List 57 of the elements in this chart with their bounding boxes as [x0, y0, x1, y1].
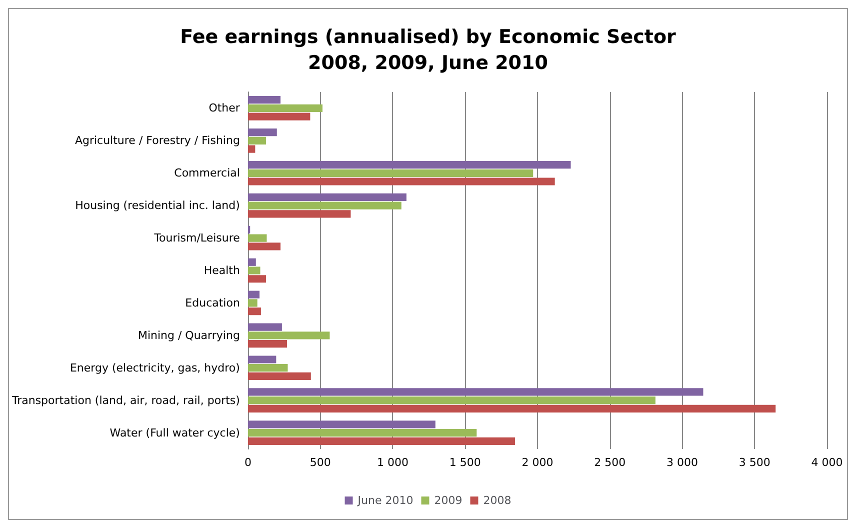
bar — [248, 340, 288, 348]
x-tick-label: 500 — [310, 456, 331, 469]
bar — [248, 364, 288, 372]
bar — [248, 396, 656, 404]
bar — [248, 299, 258, 307]
x-tick-label: 1 000 — [376, 456, 408, 469]
legend-label: June 2010 — [356, 494, 414, 507]
y-tick-label: Agriculture / Forestry / Fishing — [74, 134, 240, 148]
bar — [248, 332, 330, 340]
bar — [248, 169, 534, 177]
bar — [248, 234, 267, 242]
x-tick-label: 1 500 — [449, 456, 481, 469]
x-tick-label: 0 — [244, 456, 252, 469]
bar — [248, 372, 311, 380]
bar — [248, 193, 406, 202]
y-tick-label: Tourism/Leisure — [153, 232, 240, 245]
bar — [248, 404, 776, 412]
bar — [248, 160, 571, 169]
bar — [248, 112, 310, 120]
bar — [248, 145, 256, 153]
x-tick-label: 2 500 — [594, 456, 626, 469]
y-tick-label: Transportation (land, air, road, rail, ports) — [10, 394, 240, 407]
bar — [248, 226, 250, 234]
bar — [248, 210, 351, 218]
bar — [248, 266, 260, 274]
bar — [248, 428, 477, 437]
y-tick-label: Other — [208, 102, 240, 115]
bar — [248, 420, 436, 428]
x-tick-label: 2 000 — [522, 456, 554, 469]
x-tick-label: 3 000 — [666, 456, 698, 469]
y-tick-label: Water (Full water cycle) — [110, 426, 240, 440]
chart-title: Fee earnings (annualised) by Economic Sector 2008, 2009, June 2010 — [180, 26, 677, 74]
y-tick-label: Commercial — [174, 166, 240, 180]
bar — [248, 308, 261, 316]
bar — [248, 104, 322, 112]
bar — [248, 96, 281, 104]
x-tick-label: 4 000 — [811, 456, 843, 469]
bar — [248, 290, 260, 298]
bar — [248, 323, 282, 331]
y-tick-label: Mining / Quarrying — [138, 328, 240, 342]
bar — [248, 136, 266, 144]
bar — [248, 388, 704, 396]
y-tick-label: Housing (residential inc. land) — [75, 199, 240, 212]
legend-label: 2008 — [483, 494, 512, 507]
y-tick-label: Energy (electricity, gas, hydro) — [70, 361, 240, 374]
bar — [248, 202, 402, 210]
bar — [248, 178, 555, 186]
x-tick-label: 3 500 — [738, 456, 770, 469]
bar — [248, 275, 266, 283]
bar — [248, 437, 516, 445]
bar — [248, 258, 256, 266]
y-tick-label: Education — [185, 296, 240, 310]
legend-label: 2009 — [434, 494, 462, 507]
bar — [248, 356, 276, 364]
bar — [248, 128, 277, 136]
bar — [248, 242, 281, 250]
y-tick-label: Health — [204, 264, 240, 277]
